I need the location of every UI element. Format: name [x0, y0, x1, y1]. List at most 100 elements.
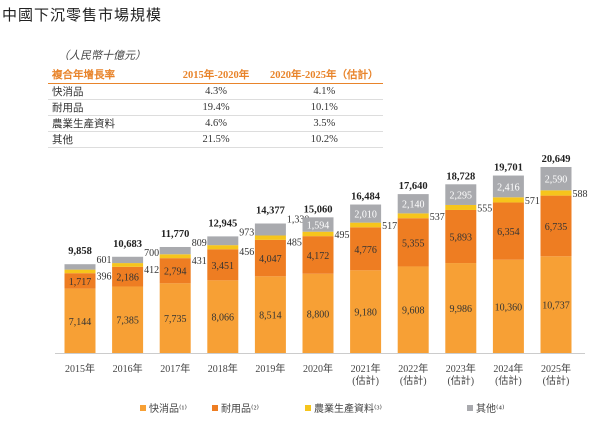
data-label: 9,608: [402, 306, 425, 317]
total-label: 20,649: [542, 154, 571, 165]
bar-segment: [64, 273, 96, 289]
bar-segment: [254, 235, 286, 240]
total-label: 14,377: [256, 206, 285, 217]
bar-segment: [207, 236, 239, 246]
data-label: 555: [477, 203, 492, 214]
bar-segment: [397, 266, 429, 353]
cagr-table: 複合年增長率 2015年-2020年 2020年-2025年（估計） 快消品 4.…: [48, 66, 383, 148]
x-tick-label: 2025年: [541, 362, 571, 375]
bar-segment: [302, 217, 334, 232]
total-label: 19,701: [494, 163, 523, 174]
bar-segment: [540, 190, 572, 196]
cell: 10.1%: [266, 99, 383, 116]
header-cagr: 複合年增長率: [48, 66, 166, 84]
bar-segment: [254, 276, 286, 353]
bar-segment: [350, 204, 382, 223]
x-tick-label: 2016年: [113, 362, 143, 375]
x-tick-label: 2023年: [446, 362, 476, 375]
total-label: 17,640: [399, 181, 428, 192]
bar-segment: [112, 266, 144, 287]
data-label: 537: [430, 212, 445, 223]
bar-segment: [159, 254, 191, 259]
legend-label: 快消品⁽¹⁾: [149, 402, 187, 415]
cell: 3.5%: [266, 115, 383, 132]
bar-segment: [350, 227, 382, 271]
data-label: 2,590: [545, 175, 568, 186]
data-label: 6,354: [497, 227, 520, 238]
x-tick-label: 2019年: [255, 362, 285, 375]
data-label: 700: [144, 248, 159, 259]
data-label: 2,794: [164, 267, 187, 278]
data-label: 8,066: [212, 313, 235, 324]
x-tick-label: 2017年: [160, 362, 190, 375]
table-row: 農業生產資料 4.6% 3.5%: [48, 115, 383, 132]
bar-segment: [492, 197, 524, 203]
bar-segment: [492, 175, 524, 198]
data-label: 5,893: [450, 233, 473, 244]
data-label: 7,385: [116, 316, 139, 327]
total-label: 18,728: [446, 171, 475, 182]
x-tick-label: 2015年: [65, 362, 95, 375]
data-label: 4,172: [307, 251, 330, 262]
data-label: 1,330: [287, 215, 310, 226]
table-row: 其他 21.5% 10.2%: [48, 131, 383, 148]
x-tick-label: 2022年: [398, 362, 428, 375]
header-2020-2025: 2020年-2025年（估計）: [266, 66, 383, 84]
data-label: 2,186: [116, 273, 139, 284]
bar-segment: [397, 194, 429, 214]
cell: 4.6%: [166, 115, 266, 132]
data-label: 571: [525, 196, 540, 207]
legend-swatch: [305, 405, 311, 411]
bar-segment: [254, 239, 286, 277]
bar-segment: [64, 269, 96, 274]
data-label: 2,416: [497, 182, 520, 193]
bar-segment: [64, 264, 96, 270]
data-label: 2,010: [354, 210, 377, 221]
x-tick-label: (估計): [543, 374, 570, 387]
data-label: 10,737: [542, 301, 570, 312]
data-label: 3,451: [212, 261, 235, 272]
data-label: 5,355: [402, 238, 425, 249]
cell: 21.5%: [166, 131, 266, 148]
data-label: 6,735: [545, 222, 568, 233]
bar-segment: [445, 263, 477, 353]
data-label: 517: [382, 221, 397, 232]
data-label: 8,800: [307, 309, 330, 320]
legend-swatch: [467, 405, 473, 411]
data-label: 412: [144, 265, 159, 276]
bar-segment: [540, 195, 572, 257]
bar-segment: [64, 288, 96, 353]
cell: 耐用品: [48, 99, 166, 116]
data-label: 809: [192, 238, 207, 249]
x-tick-label: 2024年: [493, 362, 523, 375]
total-label: 9,858: [68, 246, 92, 257]
bar-segment: [350, 222, 382, 228]
x-tick-label: 2021年: [351, 362, 381, 375]
data-label: 2,295: [450, 191, 473, 202]
cell: 農業生產資料: [48, 115, 166, 132]
data-label: 9,180: [354, 308, 377, 319]
data-label: 9,986: [450, 304, 473, 315]
data-label: 1,717: [69, 277, 92, 288]
cell: 10.2%: [266, 131, 383, 148]
bar-segment: [207, 245, 239, 250]
bar-segment: [159, 246, 191, 255]
data-label: 1,594: [307, 221, 330, 232]
bar-segment: [254, 223, 286, 236]
data-label: 2,140: [402, 200, 425, 211]
data-label: 396: [97, 271, 112, 282]
bar-segment: [445, 184, 477, 205]
bar-segment: [302, 236, 334, 274]
bar-segment: [350, 270, 382, 353]
x-tick-label: (估計): [447, 374, 474, 387]
bar-segment: [112, 256, 144, 264]
cell: 其他: [48, 131, 166, 148]
table-row: 耐用品 19.4% 10.1%: [48, 99, 383, 116]
total-label: 15,060: [304, 204, 333, 215]
cell: 4.1%: [266, 83, 383, 100]
data-label: 601: [97, 255, 112, 266]
cell: 19.4%: [166, 99, 266, 116]
data-label: 7,144: [69, 317, 92, 328]
data-label: 431: [192, 256, 207, 267]
